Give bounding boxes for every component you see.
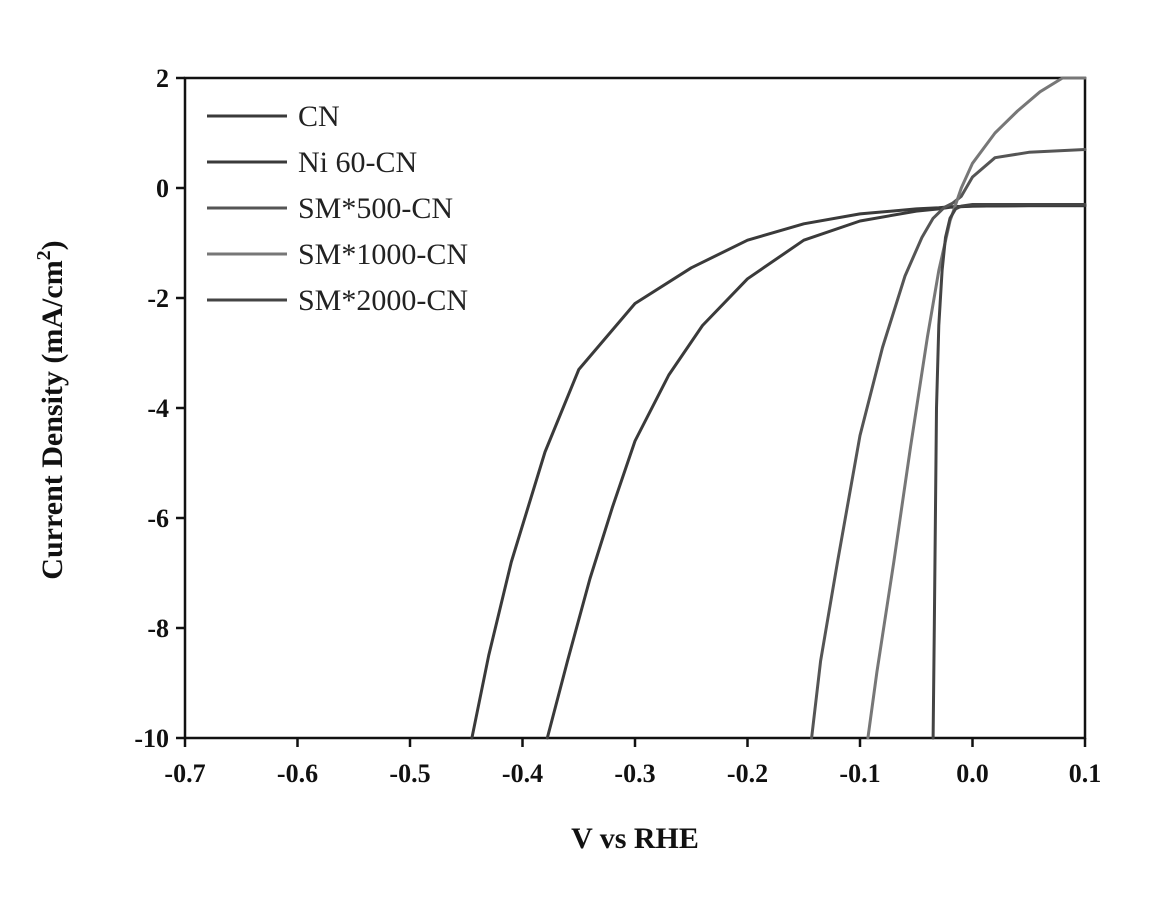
x-tick-label: 0.1 <box>1069 759 1102 788</box>
legend-label-1: CN <box>298 100 340 133</box>
y-axis-title-close: ) <box>36 240 69 250</box>
y-tick-label: -2 <box>147 284 169 313</box>
legend-label-5: SM*2000-CN <box>298 284 468 317</box>
x-tick-label: -0.5 <box>389 759 430 788</box>
series-line-1 <box>472 206 1085 738</box>
series-line-5 <box>933 205 1085 739</box>
x-tick-label: -0.1 <box>839 759 880 788</box>
x-tick-label: -0.7 <box>164 759 205 788</box>
legend-label-3: SM*500-CN <box>298 192 453 225</box>
series-line-2 <box>547 206 1085 738</box>
x-tick-label: -0.4 <box>502 759 543 788</box>
series-line-4 <box>868 78 1085 738</box>
x-tick-label: -0.6 <box>277 759 318 788</box>
legend-label-2: Ni 60-CN <box>298 146 417 179</box>
legend-label-4: SM*1000-CN <box>298 238 468 271</box>
x-tick-label: -0.3 <box>614 759 655 788</box>
x-tick-label: 0.0 <box>956 759 989 788</box>
y-tick-label: -8 <box>147 614 169 643</box>
series-line-3 <box>812 150 1085 739</box>
y-tick-label: 2 <box>156 64 169 93</box>
y-tick-label: -6 <box>147 504 169 533</box>
y-axis-title-superscript: 2 <box>33 250 55 260</box>
y-tick-label: -10 <box>134 724 169 753</box>
y-axis-title-main: Current Density (mA/cm <box>36 260 69 579</box>
y-tick-label: 0 <box>156 174 169 203</box>
y-tick-label: -4 <box>147 394 169 423</box>
x-axis-title: V vs RHE <box>571 822 699 855</box>
y-axis-title: Current Density (mA/cm2) <box>33 240 69 579</box>
x-tick-label: -0.2 <box>727 759 768 788</box>
